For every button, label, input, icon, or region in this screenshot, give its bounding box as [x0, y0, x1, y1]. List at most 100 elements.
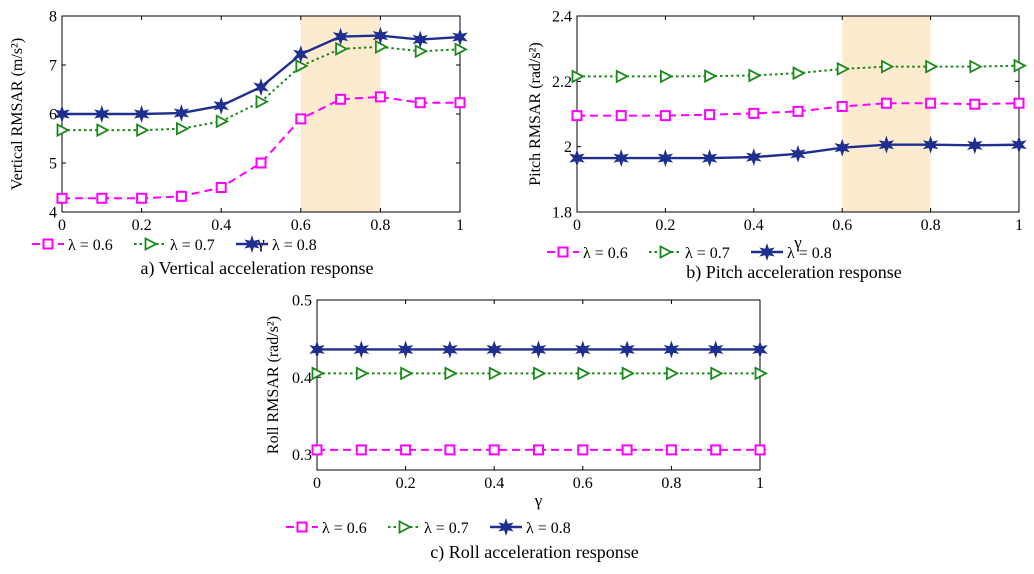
data-point: [353, 340, 370, 359]
y-tick-label: 6: [49, 107, 57, 124]
panel-caption: b) Pitch acceleration response: [686, 262, 901, 283]
data-point: [56, 123, 70, 138]
data-point: [54, 105, 70, 123]
data-point: [707, 340, 724, 359]
data-point: [355, 444, 367, 456]
data-point: [335, 93, 347, 105]
y-tick-label: 0.3: [292, 447, 312, 464]
data-point: [452, 28, 468, 47]
y-axis-label: Vertical RMSAR (m/s²): [9, 38, 26, 190]
series-l06: [571, 97, 1025, 122]
x-tick-label: 0.6: [832, 217, 852, 234]
y-tick-label: 7: [49, 58, 57, 75]
data-point: [488, 444, 500, 456]
data-point: [412, 30, 428, 49]
data-point: [657, 149, 674, 168]
data-point: [136, 123, 150, 138]
series-l06: [311, 444, 766, 456]
data-point: [659, 110, 671, 122]
highlight-band: [842, 16, 931, 212]
x-axis-label: γ: [793, 233, 802, 252]
x-tick-label: 0.6: [291, 217, 311, 234]
legend-label: λ = 0.8: [787, 245, 832, 262]
legend-marker: [398, 520, 412, 534]
data-point: [444, 444, 456, 456]
data-point: [704, 109, 716, 121]
data-point: [660, 69, 674, 84]
legend-marker: [42, 238, 54, 250]
data-point: [1013, 58, 1027, 73]
data-point: [969, 98, 981, 110]
data-point: [704, 69, 718, 84]
data-point: [619, 340, 635, 359]
data-point: [335, 41, 349, 56]
data-point: [613, 149, 629, 168]
data-point: [454, 97, 466, 109]
data-point: [442, 340, 458, 359]
data-point: [666, 366, 680, 381]
legend-label: λ = 0.6: [68, 237, 113, 254]
data-point: [255, 157, 267, 169]
x-tick-label: 0.8: [921, 217, 941, 234]
x-tick-label: 1: [756, 475, 764, 492]
data-point: [96, 123, 110, 138]
legend-marker: [144, 237, 158, 251]
x-tick-label: 1: [456, 217, 464, 234]
data-point: [533, 366, 547, 381]
data-point: [332, 27, 349, 46]
y-tick-label: 2: [564, 139, 572, 156]
data-point: [571, 110, 583, 122]
data-point: [295, 113, 307, 125]
legend-label: λ = 0.8: [526, 520, 571, 537]
data-point: [295, 58, 309, 73]
data-point: [175, 190, 187, 202]
data-point: [752, 340, 768, 359]
x-tick-label: 0.4: [211, 217, 231, 234]
legend: λ = 0.6 λ = 0.7 λ = 0.8: [547, 243, 832, 262]
data-point: [444, 366, 458, 381]
data-point: [400, 444, 412, 456]
series-l07: [56, 39, 468, 138]
series-l08: [54, 26, 468, 123]
panel-caption: c) Roll acceleration response: [430, 542, 638, 563]
data-point: [880, 97, 892, 109]
data-point: [925, 97, 937, 109]
y-axis-label: Roll RMSAR (rad/s²): [265, 316, 282, 454]
legend-label: λ = 0.7: [685, 245, 730, 262]
data-point: [56, 192, 68, 204]
axes-box: [316, 299, 761, 471]
data-point: [710, 444, 722, 456]
data-point: [575, 340, 591, 359]
y-tick-label: 2.4: [552, 9, 572, 26]
x-axis-label: γ: [534, 491, 543, 510]
data-point: [215, 114, 230, 129]
data-point: [309, 340, 325, 359]
data-point: [372, 26, 389, 45]
data-point: [665, 444, 677, 456]
data-point: [311, 444, 323, 456]
data-point: [969, 59, 983, 74]
data-point: [253, 78, 269, 96]
y-tick-label: 0.4: [292, 370, 312, 387]
data-point: [133, 105, 150, 123]
y-tick-label: 1.8: [552, 205, 572, 222]
data-point: [792, 105, 804, 117]
data-point: [374, 39, 389, 54]
data-point: [663, 340, 680, 359]
x-tick-label: 0.8: [661, 475, 681, 492]
x-tick-label: 0: [573, 217, 581, 234]
data-point: [311, 366, 325, 381]
y-tick-label: 8: [49, 9, 57, 26]
y-tick-label: 0.5: [292, 293, 312, 310]
data-point: [834, 138, 850, 157]
data-point: [710, 366, 724, 381]
x-tick-label: 0: [58, 217, 66, 234]
y-tick-label: 5: [49, 156, 57, 173]
data-point: [577, 366, 591, 381]
series-l08: [309, 340, 768, 359]
legend-marker: [659, 245, 673, 259]
panel-vertical-acceleration: 0 0.2 0.4 0.6 0.8 1 4 5 6 7 8 γ Vertical RMSAR (m/s²…: [9, 9, 468, 279]
data-point: [748, 68, 762, 83]
legend-label: λ = 0.6: [583, 245, 628, 262]
data-point: [136, 192, 148, 204]
